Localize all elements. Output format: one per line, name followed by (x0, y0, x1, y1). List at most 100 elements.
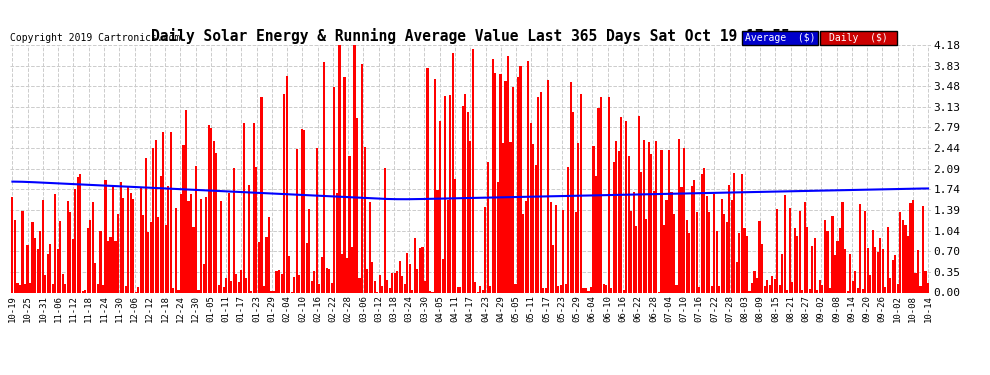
Bar (442, 259, 444, 292)
Bar (149, 222, 151, 292)
Bar (842, 202, 843, 292)
Bar (143, 214, 145, 292)
Bar (927, 283, 930, 292)
Bar (97, 284, 99, 292)
Bar (474, 282, 476, 292)
Bar (643, 140, 644, 292)
Bar (864, 211, 866, 292)
Bar (104, 180, 107, 292)
Bar (446, 200, 448, 292)
Bar (773, 279, 776, 292)
Bar (87, 228, 89, 292)
Bar (600, 97, 602, 292)
Bar (794, 228, 796, 292)
Bar (829, 288, 831, 292)
Bar (329, 269, 331, 292)
Bar (252, 123, 255, 292)
Bar (466, 112, 469, 292)
Bar (562, 210, 564, 292)
Bar (718, 286, 721, 292)
Bar (122, 198, 124, 292)
Bar (655, 141, 657, 292)
Bar (721, 199, 723, 292)
Bar (678, 139, 680, 292)
Bar (631, 211, 633, 292)
Bar (554, 206, 556, 292)
Bar (396, 271, 398, 292)
Bar (61, 274, 63, 292)
Bar (791, 282, 793, 292)
Bar (698, 286, 700, 292)
Bar (306, 243, 308, 292)
Bar (283, 93, 285, 292)
Bar (761, 244, 763, 292)
Bar (846, 291, 848, 292)
Bar (517, 77, 519, 292)
Bar (236, 274, 238, 292)
Bar (185, 110, 187, 292)
Bar (260, 98, 262, 292)
Bar (293, 277, 295, 292)
Bar (50, 244, 51, 292)
Bar (623, 290, 625, 292)
Bar (19, 285, 21, 292)
Bar (348, 156, 350, 292)
Bar (401, 276, 403, 292)
Bar (680, 187, 683, 292)
Bar (316, 148, 318, 292)
Bar (641, 172, 643, 292)
Bar (834, 255, 837, 292)
Bar (263, 286, 265, 292)
Bar (724, 213, 726, 292)
Bar (479, 286, 481, 292)
Bar (849, 254, 851, 292)
Bar (796, 236, 798, 292)
Bar (246, 278, 248, 292)
Bar (874, 247, 876, 292)
Bar (213, 141, 215, 292)
Bar (220, 201, 223, 292)
Bar (456, 287, 458, 292)
Bar (510, 141, 512, 292)
Bar (587, 291, 590, 292)
Bar (424, 281, 426, 292)
Bar (570, 82, 572, 292)
Bar (371, 261, 373, 292)
Bar (391, 273, 393, 292)
Bar (381, 286, 383, 292)
Bar (326, 268, 328, 292)
Bar (187, 201, 189, 292)
Bar (758, 220, 760, 292)
Bar (117, 214, 119, 292)
Bar (739, 233, 741, 292)
Bar (688, 233, 690, 292)
Bar (547, 80, 549, 292)
Bar (373, 281, 376, 292)
Bar (318, 284, 321, 292)
Bar (358, 278, 360, 292)
Bar (71, 239, 74, 292)
Bar (172, 288, 174, 292)
Bar (751, 283, 753, 292)
Bar (663, 225, 665, 292)
Bar (633, 192, 635, 292)
Bar (162, 132, 164, 292)
Bar (892, 260, 894, 292)
Bar (910, 202, 912, 292)
Bar (766, 280, 768, 292)
Bar (771, 276, 773, 292)
Bar (208, 125, 210, 292)
Bar (233, 168, 235, 292)
Bar (814, 238, 816, 292)
Bar (859, 204, 861, 292)
Bar (175, 208, 177, 292)
Bar (817, 290, 819, 292)
Bar (59, 221, 61, 292)
Bar (603, 284, 605, 292)
Bar (414, 238, 416, 292)
Bar (598, 108, 600, 292)
Bar (784, 195, 786, 292)
Bar (102, 285, 104, 292)
Bar (99, 231, 102, 292)
Bar (605, 285, 607, 292)
